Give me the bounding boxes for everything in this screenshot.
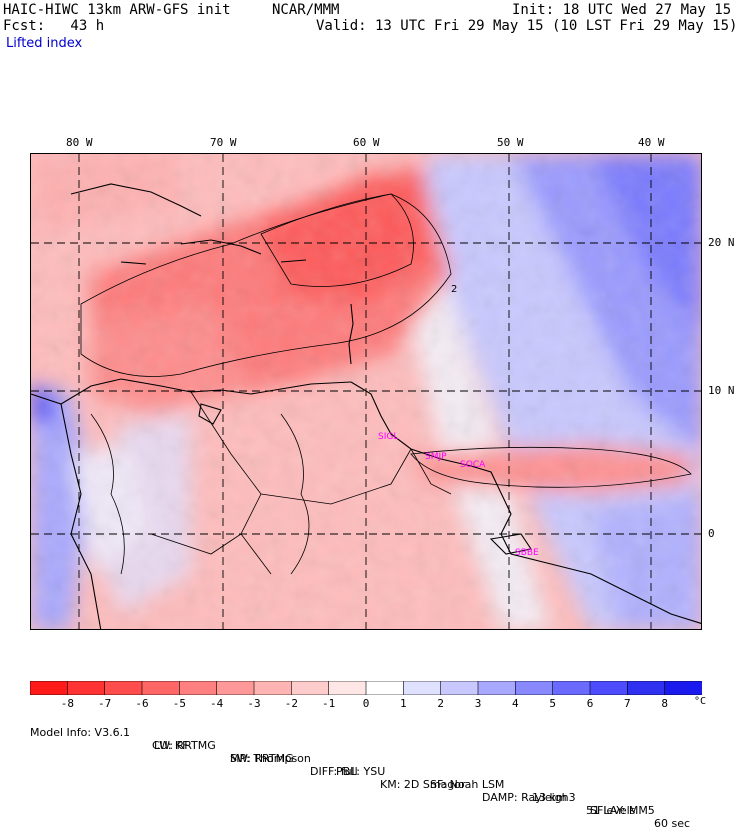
info-diff: DIFF: full (310, 765, 358, 778)
station-smjp: SMJP (425, 452, 447, 462)
colorbar-tick-label: -8 (60, 697, 74, 710)
lon-label-40w: 40 W (638, 136, 665, 149)
colorbar-swatch (515, 680, 554, 696)
field-title: Lifted index (6, 36, 83, 51)
info-km: KM: 2D Smagor (380, 778, 466, 791)
info-sw: SW: RRTMG (230, 752, 294, 765)
colorbar-swatch (291, 680, 330, 696)
colorbar-tick-label: -2 (284, 697, 298, 710)
lon-label-80w: 80 W (66, 136, 93, 149)
colorbar-swatch (477, 680, 517, 696)
info-version: Model Info: V3.6.1 (30, 726, 131, 739)
colorbar-swatch (664, 680, 703, 696)
lat-label-eq: 0 (708, 527, 715, 540)
colorbar-tick-label: -6 (135, 697, 149, 710)
lifted-index-map: 2 (30, 153, 702, 630)
colorbar-swatch (141, 680, 181, 696)
colorbar-tick-label: -3 (247, 697, 261, 710)
colorbar-swatch (67, 680, 106, 696)
colorbar-swatch (104, 680, 143, 696)
colorbar-tick-label: 7 (624, 697, 631, 710)
lat-label-20n: 20 N (708, 236, 735, 249)
colorbar-tick-label: 2 (437, 697, 444, 710)
colorbar-swatch (253, 680, 293, 696)
colorbar-swatch (440, 680, 479, 696)
colorbar-unit: °C (694, 696, 707, 707)
info-sflay: SFLAY: MM5 (590, 804, 655, 817)
station-sbbe: SBBE (515, 548, 539, 558)
model-title: HAIC-HIWC 13km ARW-GFS init (3, 2, 231, 18)
colorbar-swatch (552, 680, 591, 696)
colorbar-tick-label: 6 (586, 697, 594, 710)
colorbar-swatch (29, 680, 69, 696)
lon-label-60w: 60 W (353, 136, 380, 149)
forecast-hour: Fcst: 43 h (3, 18, 105, 34)
colorbar-tick-label: 5 (549, 697, 556, 710)
colorbar-tick-label: -4 (210, 697, 224, 710)
colorbar-tick-label: 1 (400, 697, 407, 710)
colorbar-tick-label: 0 (362, 697, 370, 710)
lon-label-50w: 50 W (497, 136, 524, 149)
colorbar-tick-label: -5 (172, 697, 186, 710)
lat-label-10n: 10 N (708, 384, 735, 397)
colorbar (29, 680, 703, 699)
station-soca: SOCA (460, 460, 486, 470)
colorbar-swatch (403, 680, 442, 696)
colorbar-swatch (589, 680, 629, 696)
info-lw: LW: RRTMG (154, 739, 216, 752)
colorbar-swatch (328, 680, 367, 696)
colorbar-tick-label: 4 (512, 697, 519, 710)
map-field-svg: 2 (31, 154, 701, 629)
info-step: 60 sec (654, 817, 691, 830)
colorbar-tick-label: -7 (98, 697, 112, 710)
valid-time: Valid: 13 UTC Fri 29 May 15 (10 LST Fri … (316, 18, 738, 34)
station-sigl: SIGL (378, 432, 399, 442)
lon-label-70w: 70 W (210, 136, 237, 149)
init-time: Init: 18 UTC Wed 27 May 15 (512, 2, 732, 18)
colorbar-tick-label: 3 (474, 697, 482, 710)
info-damp: DAMP: Rayleigh3 (482, 791, 576, 804)
colorbar-swatches (29, 680, 703, 696)
org-label: NCAR/MMM (272, 2, 340, 18)
colorbar-swatch (627, 680, 666, 696)
colorbar-swatch (179, 680, 218, 696)
colorbar-tick-label: 8 (661, 697, 668, 710)
colorbar-swatch (216, 680, 255, 696)
colorbar-tick-label: -1 (322, 697, 336, 710)
colorbar-swatch (365, 680, 405, 696)
contour-label: 2 (451, 284, 457, 295)
